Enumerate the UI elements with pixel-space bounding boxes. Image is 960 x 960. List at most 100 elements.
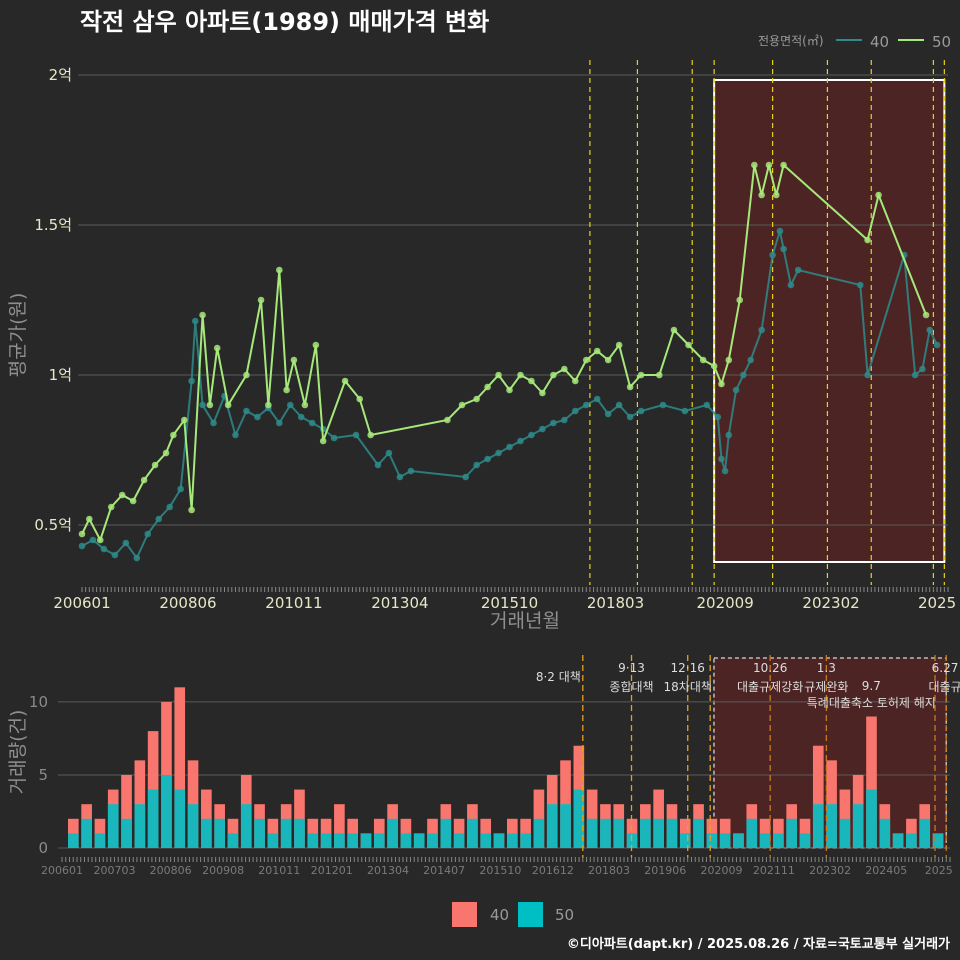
bottom-x-tick-label: 201906 — [644, 864, 686, 877]
bar-50 — [706, 833, 718, 848]
bottom-x-tick-label: 202405 — [865, 864, 907, 877]
series-point-50 — [751, 161, 758, 169]
bar-50 — [347, 833, 359, 848]
bottom-y-axis-title: 거래량(건) — [7, 710, 29, 795]
series-point-40 — [857, 281, 864, 289]
series-point-50 — [341, 377, 349, 385]
series-point-50 — [506, 386, 513, 394]
series-point-50 — [312, 341, 320, 349]
y-tick-label: 1.5억 — [34, 216, 72, 234]
bar-50 — [254, 818, 265, 848]
series-point-50 — [473, 395, 480, 403]
series-point-50 — [670, 326, 678, 334]
series-point-40 — [385, 449, 393, 457]
series-point-40 — [330, 434, 338, 442]
bar-50 — [786, 818, 798, 848]
policy-label: 8·2 대책 — [536, 669, 581, 684]
bar-50 — [134, 804, 146, 848]
bottom-x-tick-label: 202009 — [700, 864, 742, 877]
x-tick-label: 202302 — [802, 594, 859, 612]
x-tick-label: 201304 — [371, 594, 428, 612]
x-tick-label: 2025 — [918, 594, 956, 612]
top-plot: 0.5억 1억 1.5억 2억 200601 200806 201011 201304 2015… — [34, 60, 956, 612]
bar-40 — [147, 731, 159, 848]
bar-50 — [373, 833, 385, 848]
series-point-50 — [367, 431, 374, 439]
y-tick-label: 1억 — [49, 366, 72, 384]
series-point-40 — [396, 473, 404, 481]
bar-50 — [826, 804, 837, 848]
x-tick-label: 201803 — [587, 594, 644, 612]
x-tick-label: 200806 — [159, 594, 216, 612]
bar-50 — [573, 789, 585, 848]
series-point-40 — [911, 371, 919, 379]
bar-50 — [360, 833, 372, 848]
bottom-x-tick-label: 201407 — [423, 864, 465, 877]
bar-50 — [812, 804, 824, 848]
series-point-40 — [374, 461, 382, 469]
bar-50 — [307, 833, 319, 848]
bar-40 — [121, 774, 132, 848]
series-point-50 — [656, 371, 663, 379]
series-point-50 — [276, 266, 283, 274]
legend-40-label: 40 — [870, 33, 889, 51]
bar-40 — [812, 745, 824, 848]
series-point-40 — [919, 365, 926, 373]
y-tick-label: 2억 — [49, 66, 72, 84]
series-point-50 — [484, 383, 491, 391]
x-axis-title: 거래년월 — [490, 610, 560, 632]
bar-50 — [733, 833, 744, 848]
series-point-50 — [224, 401, 232, 409]
series-point-40 — [593, 395, 601, 403]
series-point-50 — [571, 377, 579, 385]
bar-50 — [666, 818, 678, 848]
bottom-y-tick-label: 0 — [38, 839, 48, 857]
series-point-50 — [301, 401, 309, 409]
series-point-40 — [243, 407, 250, 415]
series-point-50 — [780, 161, 787, 169]
series-point-50 — [582, 356, 590, 364]
y-tick-label: 0.5억 — [34, 516, 72, 534]
series-point-50 — [517, 371, 524, 379]
series-point-40 — [473, 461, 480, 469]
series-point-40 — [352, 431, 360, 439]
series-point-40 — [111, 551, 119, 559]
policy-sublabel: 대출규제강화 — [737, 680, 803, 694]
bar-40 — [334, 804, 345, 848]
bar-50 — [107, 804, 119, 848]
series-point-50 — [495, 371, 502, 379]
series-point-40 — [122, 539, 130, 547]
bar-50 — [161, 774, 172, 848]
series-point-40 — [615, 401, 623, 409]
bar-50 — [240, 804, 252, 848]
series-point-50 — [257, 296, 265, 304]
policy-sublabel: 대출규 — [928, 680, 960, 694]
bar-50 — [467, 818, 478, 848]
bar-50 — [68, 833, 79, 848]
legend-title: 전용면적(㎡) — [758, 34, 824, 48]
series-point-40 — [721, 467, 729, 475]
series-point-40 — [725, 431, 733, 439]
series-point-40 — [780, 245, 787, 253]
series-point-40 — [462, 473, 469, 481]
bottom-x-tick-label: 200601 — [41, 864, 83, 877]
legend-bar-40-label: 40 — [490, 906, 509, 924]
bar-50 — [267, 833, 279, 848]
policy-label: 1.3 — [817, 661, 836, 675]
policy-sublabel: 18차대책 — [664, 679, 712, 694]
bar-50 — [879, 818, 891, 848]
bar-50 — [560, 804, 571, 848]
series-point-40 — [787, 281, 795, 289]
series-point-40 — [582, 401, 590, 409]
series-point-50 — [875, 191, 882, 199]
bar-50 — [533, 818, 545, 848]
series-point-40 — [604, 410, 612, 418]
legend-bar-50-label: 50 — [555, 906, 574, 924]
series-point-50 — [765, 161, 773, 169]
y-axis-title: 평균가(원) — [7, 293, 29, 378]
series-point-40 — [528, 431, 535, 439]
series-point-50 — [129, 497, 137, 505]
bar-40 — [174, 687, 186, 848]
bar-50 — [719, 833, 731, 848]
bar-50 — [427, 833, 438, 848]
